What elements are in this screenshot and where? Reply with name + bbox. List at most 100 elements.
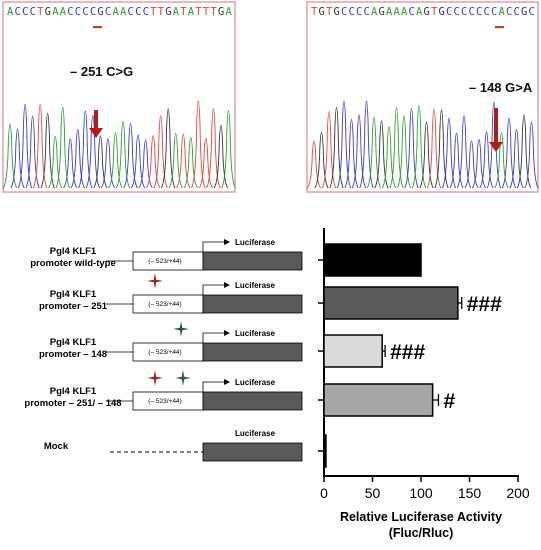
- mutation-148-star-icon: [175, 370, 191, 386]
- bar: [323, 243, 422, 277]
- base-call-letter: A: [416, 6, 423, 18]
- promoter-range-label: (– 523/+44): [148, 349, 181, 356]
- base-call-letter: C: [446, 6, 453, 18]
- tss-arrow-head: [224, 239, 230, 245]
- trace-peak: [486, 101, 502, 189]
- x-tick-label: 200: [506, 485, 530, 501]
- x-axis-label-line1: Relative Luciferase Activity: [340, 510, 502, 524]
- trace-peak: [464, 140, 479, 189]
- x-tick-label: 150: [458, 485, 482, 501]
- construct-name-line1: Pgl4 KLF1: [50, 337, 97, 348]
- luciferase-label: Luciferase: [235, 281, 276, 290]
- tss-arrow-line: [202, 332, 224, 343]
- chromatogram-frame: [2, 1, 236, 193]
- luciferase-box: [202, 342, 303, 362]
- base-call-letter: T: [180, 6, 187, 18]
- mutation-arrow-shaft: [94, 110, 98, 130]
- trace-peak: [108, 132, 123, 189]
- luciferase-box: [202, 294, 303, 314]
- trace-peak: [509, 128, 524, 189]
- base-call-letter: C: [364, 6, 371, 18]
- base-call-letter: A: [173, 6, 180, 18]
- bar: [323, 334, 383, 368]
- chromatogram-panel: T G T G C C C C A G A A A C A G T G C C C C C C C A C C G C– 148 G>A: [306, 1, 539, 193]
- trace-peak: [456, 115, 472, 189]
- base-call-letter: T: [37, 6, 44, 18]
- chromatogram-panels: A C C C T G A A C C C C G C A A C C C T T G A T A T T T G A– 251 C>GT…: [2, 1, 539, 193]
- base-call-letter: T: [195, 6, 202, 18]
- construct-name-line1: Pgl4 KLF1: [50, 289, 97, 300]
- trace-peak: [366, 116, 382, 189]
- trace-peak: [176, 133, 191, 189]
- base-call-letter: G: [165, 6, 172, 18]
- trace-peak: [321, 110, 337, 189]
- trace-peak: [123, 122, 138, 189]
- significance-label: #: [443, 390, 455, 413]
- base-call-letter: A: [401, 6, 408, 18]
- tss-arrow-line: [202, 284, 224, 295]
- trace-peak: [138, 139, 153, 189]
- trace-peak: [55, 106, 70, 189]
- base-call-letter: G: [521, 6, 528, 18]
- base-call-letter: G: [97, 6, 104, 18]
- base-call-letter: T: [203, 6, 210, 18]
- mutation-label: – 148 G>A: [469, 80, 533, 95]
- base-call-letter: A: [188, 6, 195, 18]
- trace-peak: [434, 109, 449, 189]
- trace-peak: [85, 114, 101, 189]
- bar: [323, 286, 459, 320]
- base-call-letter: C: [461, 6, 468, 18]
- trace-peak: [306, 140, 322, 189]
- base-call-letter: C: [67, 6, 74, 18]
- trace-peak: [130, 134, 146, 189]
- base-call-letter: A: [112, 6, 119, 18]
- mutation-label: – 251 C>G: [70, 64, 133, 79]
- base-call-letter: A: [371, 6, 378, 18]
- base-call-letter: G: [218, 6, 225, 18]
- base-call-letter: C: [529, 6, 536, 18]
- mutation-arrow-shaft: [494, 108, 498, 144]
- trace-peak: [161, 108, 176, 189]
- construct-name-line2: promoter – 148: [39, 349, 107, 360]
- luciferase-box: [202, 251, 303, 271]
- trace-peak: [374, 120, 389, 189]
- base-call-letter: C: [349, 6, 356, 18]
- trace-peak: [344, 119, 359, 189]
- luciferase-box: [202, 391, 303, 411]
- trace-peaks: [306, 100, 539, 189]
- mutation-arrow-head: [489, 142, 503, 152]
- base-call-letter: C: [469, 6, 476, 18]
- base-call-letter: C: [90, 6, 97, 18]
- luciferase-box: [202, 442, 303, 462]
- base-call-letter: A: [386, 6, 393, 18]
- luciferase-label: Luciferase: [235, 378, 276, 387]
- base-call-letter: C: [356, 6, 363, 18]
- base-call-letter: C: [514, 6, 521, 18]
- trace-peak: [32, 103, 48, 189]
- construct-name-line2: promoter wild-type: [30, 258, 116, 269]
- base-call-letter: C: [491, 6, 498, 18]
- trace-peak: [404, 108, 419, 189]
- base-call-letter: C: [454, 6, 461, 18]
- trace-peak: [426, 108, 442, 189]
- trace-peak: [441, 117, 457, 189]
- trace-peak: [396, 115, 412, 189]
- mutation-arrow-head: [89, 128, 103, 138]
- base-call-letter: C: [30, 6, 37, 18]
- trace-peak: [191, 100, 206, 189]
- base-call-letter: T: [431, 6, 438, 18]
- bar: [323, 434, 327, 468]
- trace-peak: [213, 124, 229, 189]
- trace-peak: [411, 104, 427, 189]
- construct-row: Mock Luciferase: [44, 429, 303, 462]
- base-call-letter: A: [60, 6, 67, 18]
- trace-peak: [2, 123, 18, 189]
- trace-peak: [329, 106, 344, 189]
- construct-name-line2: promoter – 251: [39, 301, 108, 312]
